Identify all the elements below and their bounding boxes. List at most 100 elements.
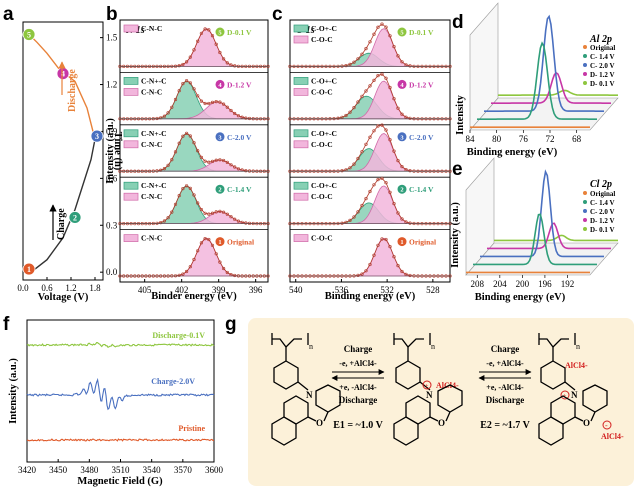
e-series-c-2.0v — [480, 169, 604, 258]
e-xtick-label-3: 196 — [538, 279, 552, 289]
panel-label-a: a — [3, 4, 14, 25]
step-1-charge-label: Charge — [344, 344, 373, 354]
svg-text:n: n — [431, 342, 435, 351]
panel-b-legend-label: C-N-C — [141, 87, 162, 96]
d-series-d-1.2v — [491, 71, 611, 104]
panel-b-state-tag: 3 C-2.0 V — [215, 132, 252, 142]
svg-text:5: 5 — [218, 30, 222, 37]
molecule-neutral-n-atom: N — [306, 390, 313, 400]
panel-b-spectrum-d-0.1v: C-N-C 5 D-0.1 V — [118, 24, 270, 68]
panel-c-legend-label: C-O+-C — [311, 129, 337, 138]
svg-text:D-0.1 V: D-0.1 V — [227, 28, 252, 37]
panel-g: n N O n N + AlCl4- O — [248, 318, 634, 486]
svg-text:1: 1 — [218, 239, 221, 246]
anion-label-2: AlCl4- — [565, 361, 588, 370]
panel-c-spectrum-original: C-O-C 1 Original — [288, 229, 452, 278]
panel-c-xlabel: Binding energy (eV) — [325, 291, 416, 302]
svg-text:4: 4 — [400, 82, 404, 89]
panel-e-title: Cl 2p — [590, 179, 612, 190]
panel-d-title: Al 2p — [589, 34, 612, 45]
panel-f-xtick-label-2: 3480 — [80, 465, 99, 475]
minus-charge-sign: - — [605, 421, 608, 430]
panel-f-xtick-label-1: 3450 — [49, 465, 68, 475]
panel-b-legend-swatch — [123, 140, 139, 149]
panel-f-series-label: Discharge-0.1V — [152, 331, 205, 340]
panel-a-series-charge — [30, 139, 96, 273]
e-legend-marker — [583, 227, 587, 231]
panel-f-xtick-label-3: 3510 — [112, 465, 131, 475]
e-xtick-label-4: 192 — [561, 279, 575, 289]
panel-b-legend-label: C-N+-C — [141, 76, 167, 85]
svg-text:1: 1 — [400, 239, 403, 246]
svg-text:C-1.4 V: C-1.4 V — [409, 185, 434, 194]
panel-c-xtick-label-2: 532 — [380, 285, 394, 295]
panel-a-xtick-label-3: 1.8 — [89, 283, 101, 293]
d-xtick-label-2: 76 — [519, 134, 529, 144]
panel-c-legend-label: C-O+-C — [311, 24, 337, 33]
svg-text:2: 2 — [400, 187, 403, 194]
panel-c-spectrum-d-0.1v: C-O+-C C-O-C 5 D-0.1 V — [288, 22, 452, 68]
e-legend-label: Original — [590, 190, 615, 198]
e-legend-label: D- 0.1 V — [590, 226, 615, 234]
panel-f-xlabel: Magnetic Field (G) — [77, 476, 163, 487]
panel-c-spectrum-c-2.0v: C-O+-C C-O-C 3 C-2.0 V — [288, 123, 452, 173]
panel-a-xtick-label-1: 0.6 — [41, 283, 53, 293]
d-legend-label: C- 1.4 V — [590, 53, 615, 61]
panel-f-ylabel: Intensity (a.u.) — [8, 358, 19, 424]
d-legend-marker — [583, 72, 587, 76]
panel-b-spectrum-original: C-N-C 1 Original — [118, 229, 270, 278]
e-legend-label: C- 1.4 V — [590, 199, 615, 207]
svg-text:n: n — [576, 342, 580, 351]
e-xtick-label-0: 208 — [471, 279, 485, 289]
panel-b-xtick-label-2: 399 — [212, 285, 226, 295]
panel-label-f: f — [3, 314, 10, 335]
d-legend-label: D- 1.2 V — [590, 71, 615, 79]
panel-b-legend-swatch — [123, 129, 139, 138]
panel-c-xtick-label-1: 536 — [335, 285, 349, 295]
panel-c-legend-label: C-O-C — [311, 140, 333, 149]
panel-label-e: e — [452, 159, 463, 180]
e1-label: E1 = ~1.0 V — [333, 420, 383, 431]
panel-c-legend-swatch — [293, 140, 309, 149]
panel-label-g: g — [225, 314, 237, 335]
panel-c-legend-swatch — [293, 181, 309, 190]
panel-b-xtick-label-1: 402 — [175, 285, 189, 295]
svg-text:3: 3 — [400, 134, 404, 141]
plus-charge-sign: + — [425, 382, 429, 390]
panel-c-frame — [289, 19, 451, 283]
svg-text:5: 5 — [27, 31, 31, 40]
molecule-neutral-o-atom: O — [316, 418, 323, 428]
panel-d-xlabel: Binding energy (eV) — [467, 147, 558, 158]
panel-g-background — [248, 318, 634, 486]
svg-text:Original: Original — [409, 238, 436, 247]
state-marker-1: 1 — [22, 262, 36, 276]
molecule-neutral: n N O — [271, 333, 341, 446]
e-legend-marker — [583, 200, 587, 204]
step-1-backward-label: +e, -AlCl4- — [339, 383, 377, 392]
panel-f-xtick-label-4: 3540 — [143, 465, 162, 475]
d-legend-marker — [583, 54, 587, 58]
e-xtick-label-2: 200 — [516, 279, 530, 289]
d-xtick-label-4: 68 — [572, 134, 582, 144]
molecule-cation-1: n N + AlCl4- O — [393, 333, 463, 446]
state-marker-5: 5 — [22, 28, 36, 41]
reaction-step-1: Charge -e, +AlCl4- +e, -AlCl4- Discharge… — [331, 344, 385, 431]
panel-b-xtick-label-3: 396 — [249, 285, 263, 295]
state-marker-3: 3 — [90, 129, 104, 143]
molecule-cation-1-n-atom: N — [426, 390, 433, 400]
svg-text:2: 2 — [73, 213, 77, 222]
panel-e-xlabel: Binding energy (eV) — [475, 292, 566, 303]
plus-charge-icon-2 — [560, 390, 570, 400]
e-legend-label: C- 2.0 V — [590, 208, 615, 216]
panel-c-legend-label: C-O-C — [311, 234, 333, 243]
panel-a-xlabel: Voltage (V) — [38, 292, 89, 303]
svg-text:D-1.2 V: D-1.2 V — [227, 80, 252, 89]
state-marker-4: 4 — [56, 67, 70, 80]
panel-c-legend-swatch — [293, 35, 309, 44]
panel-c: O 1s C-O+-CC-O-C5D-0.1 VC-O+-CC-O-C4D-1.… — [288, 19, 452, 302]
panel-c-state-tag: 4 D-1.2 V — [397, 79, 434, 89]
panel-b-legend-label: C-N-C — [141, 24, 162, 33]
d-legend-label: C- 2.0 V — [590, 62, 615, 70]
panel-c-legend-swatch — [293, 129, 309, 138]
